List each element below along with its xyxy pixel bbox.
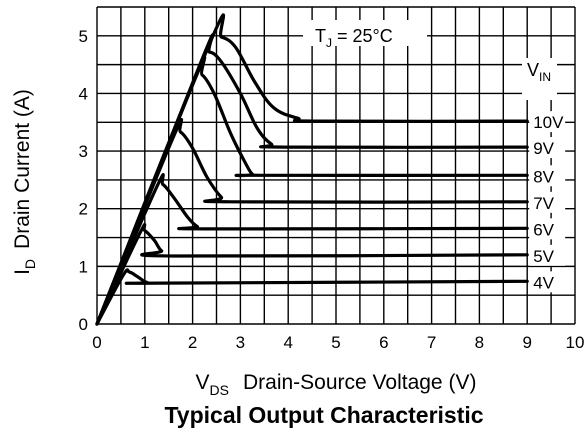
series-line-7v — [95, 118, 529, 326]
x-tick-label: 3 — [236, 333, 245, 352]
y-tick-label: 1 — [79, 257, 88, 276]
x-tick-label: 6 — [379, 333, 388, 352]
y-tick-label: 0 — [79, 315, 88, 334]
x-tick-label: 1 — [140, 333, 149, 352]
series-label-background — [529, 165, 566, 187]
series-line-5v — [95, 222, 529, 326]
y-axis-label: IDDrain Current (A) — [11, 89, 38, 275]
legend-header: VIN — [527, 60, 551, 84]
legend-header-background — [522, 58, 557, 100]
series-label-background — [529, 244, 566, 266]
series-line-8v — [95, 55, 529, 326]
x-tick-label: 7 — [427, 333, 436, 352]
x-tick-label: 4 — [283, 333, 292, 352]
series-line-4v — [95, 268, 529, 326]
series-label-7v: 7V — [533, 194, 554, 213]
series-label-8v: 8V — [533, 167, 554, 186]
y-tick-label: 3 — [79, 142, 88, 161]
x-axis-label: VDS Drain-Source Voltage (V) — [196, 371, 477, 398]
tick-labels: 0 1 2 3 4 5 6 7 8 9 10 0 1 2 3 4 5 — [79, 27, 585, 352]
annotation-background — [303, 20, 427, 46]
x-tick-label: 0 — [92, 333, 101, 352]
series-label-4v: 4V — [533, 273, 554, 292]
temperature-annotation: TJ = 25°C — [315, 26, 393, 50]
series-line-6v — [95, 172, 529, 326]
x-tick-label: 8 — [475, 333, 484, 352]
series-labels: 10V 9V 8V 7V 6V 5V 4V — [529, 111, 566, 293]
series-label-background — [529, 271, 566, 293]
series-label-background — [529, 137, 566, 159]
y-tick-label: 4 — [79, 84, 88, 103]
series-label-10v: 10V — [533, 113, 564, 132]
y-tick-label: 2 — [79, 200, 88, 219]
grid — [96, 6, 576, 325]
curves — [95, 13, 529, 326]
series-label-5v: 5V — [533, 247, 554, 266]
y-tick-label: 5 — [79, 27, 88, 46]
series-label-background — [529, 218, 566, 240]
series-label-background — [529, 111, 566, 133]
x-tick-label: 5 — [331, 333, 340, 352]
series-label-6v: 6V — [533, 220, 554, 239]
series-label-9v: 9V — [533, 139, 554, 158]
x-tick-label: 10 — [566, 333, 585, 352]
chart-title: Typical Output Characteristic — [164, 402, 483, 428]
x-tick-label: 2 — [188, 333, 197, 352]
x-tick-label: 9 — [522, 333, 531, 352]
series-label-background — [529, 191, 566, 213]
